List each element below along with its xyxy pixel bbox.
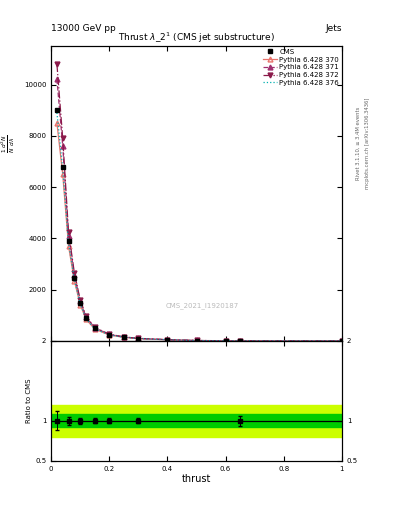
- CMS: [165, 337, 170, 343]
- Legend: CMS, Pythia 6.428 370, Pythia 6.428 371, Pythia 6.428 372, Pythia 6.428 376: CMS, Pythia 6.428 370, Pythia 6.428 371,…: [262, 48, 340, 87]
- Pythia 6.428 376: [165, 337, 170, 343]
- CMS: [223, 338, 228, 344]
- Pythia 6.428 372: [84, 313, 88, 319]
- Pythia 6.428 371: [72, 272, 77, 278]
- Pythia 6.428 371: [61, 143, 65, 149]
- CMS: [72, 275, 77, 281]
- Title: Thrust $\lambda$_2$^1$ (CMS jet substructure): Thrust $\lambda$_2$^1$ (CMS jet substruc…: [118, 30, 275, 45]
- Pythia 6.428 370: [61, 171, 65, 177]
- Pythia 6.428 370: [107, 332, 112, 338]
- Pythia 6.428 376: [107, 332, 112, 338]
- Pythia 6.428 376: [84, 315, 88, 322]
- Text: $\frac{1}{N}\frac{d^2N}{d\lambda}$: $\frac{1}{N}\frac{d^2N}{d\lambda}$: [0, 134, 17, 153]
- Pythia 6.428 371: [92, 325, 97, 331]
- CMS: [238, 338, 242, 344]
- Pythia 6.428 371: [238, 338, 242, 344]
- Pythia 6.428 371: [223, 338, 228, 344]
- Pythia 6.428 371: [66, 233, 71, 239]
- Line: Pythia 6.428 370: Pythia 6.428 370: [55, 121, 344, 344]
- CMS: [55, 107, 59, 113]
- Pythia 6.428 372: [55, 61, 59, 67]
- Pythia 6.428 370: [238, 338, 242, 344]
- Pythia 6.428 376: [72, 276, 77, 283]
- Pythia 6.428 376: [121, 334, 126, 340]
- Pythia 6.428 371: [121, 334, 126, 340]
- Y-axis label: Ratio to CMS: Ratio to CMS: [26, 379, 32, 423]
- Pythia 6.428 376: [55, 110, 59, 116]
- Pythia 6.428 372: [78, 296, 83, 303]
- CMS: [107, 332, 112, 338]
- Pythia 6.428 376: [66, 241, 71, 247]
- Pythia 6.428 371: [340, 338, 344, 344]
- Line: CMS: CMS: [55, 108, 344, 344]
- Pythia 6.428 372: [121, 334, 126, 340]
- Pythia 6.428 370: [72, 278, 77, 284]
- Pythia 6.428 372: [165, 336, 170, 343]
- Text: CMS_2021_I1920187: CMS_2021_I1920187: [166, 302, 239, 309]
- Pythia 6.428 370: [55, 120, 59, 126]
- Pythia 6.428 376: [92, 326, 97, 332]
- Pythia 6.428 371: [194, 337, 199, 344]
- Line: Pythia 6.428 372: Pythia 6.428 372: [55, 61, 344, 344]
- Pythia 6.428 372: [194, 337, 199, 344]
- Pythia 6.428 370: [165, 337, 170, 343]
- X-axis label: thrust: thrust: [182, 475, 211, 484]
- CMS: [136, 335, 141, 342]
- CMS: [66, 238, 71, 244]
- Pythia 6.428 376: [223, 338, 228, 344]
- Pythia 6.428 370: [121, 334, 126, 340]
- Pythia 6.428 372: [72, 270, 77, 276]
- Text: Jets: Jets: [325, 24, 342, 33]
- Pythia 6.428 371: [165, 336, 170, 343]
- Pythia 6.428 371: [55, 76, 59, 82]
- CMS: [121, 334, 126, 340]
- Pythia 6.428 370: [66, 243, 71, 249]
- Pythia 6.428 372: [340, 338, 344, 344]
- Pythia 6.428 376: [136, 335, 141, 342]
- Pythia 6.428 370: [92, 326, 97, 332]
- Text: Rivet 3.1.10, ≥ 3.4M events: Rivet 3.1.10, ≥ 3.4M events: [356, 106, 361, 180]
- Line: Pythia 6.428 371: Pythia 6.428 371: [55, 77, 344, 344]
- CMS: [61, 163, 65, 169]
- Pythia 6.428 376: [340, 338, 344, 344]
- Pythia 6.428 371: [78, 298, 83, 304]
- Pythia 6.428 370: [340, 338, 344, 344]
- Pythia 6.428 376: [238, 338, 242, 344]
- Pythia 6.428 372: [107, 331, 112, 337]
- Pythia 6.428 370: [84, 316, 88, 322]
- CMS: [92, 325, 97, 331]
- Line: Pythia 6.428 376: Pythia 6.428 376: [57, 113, 342, 341]
- Pythia 6.428 370: [136, 335, 141, 342]
- Pythia 6.428 370: [223, 338, 228, 344]
- Pythia 6.428 370: [194, 337, 199, 344]
- Pythia 6.428 371: [136, 335, 141, 342]
- CMS: [84, 315, 88, 321]
- CMS: [194, 337, 199, 344]
- Text: 13000 GeV pp: 13000 GeV pp: [51, 24, 116, 33]
- Pythia 6.428 372: [238, 338, 242, 344]
- Pythia 6.428 376: [61, 166, 65, 172]
- Pythia 6.428 371: [107, 331, 112, 337]
- Pythia 6.428 372: [66, 229, 71, 235]
- Pythia 6.428 372: [136, 335, 141, 342]
- Pythia 6.428 372: [61, 135, 65, 141]
- Pythia 6.428 376: [78, 301, 83, 307]
- Pythia 6.428 376: [194, 337, 199, 344]
- Pythia 6.428 371: [84, 314, 88, 320]
- Text: mcplots.cern.ch [arXiv:1306.3436]: mcplots.cern.ch [arXiv:1306.3436]: [365, 98, 371, 189]
- Pythia 6.428 372: [223, 338, 228, 344]
- Pythia 6.428 372: [92, 324, 97, 330]
- Pythia 6.428 370: [78, 302, 83, 308]
- CMS: [78, 300, 83, 306]
- CMS: [340, 338, 344, 344]
